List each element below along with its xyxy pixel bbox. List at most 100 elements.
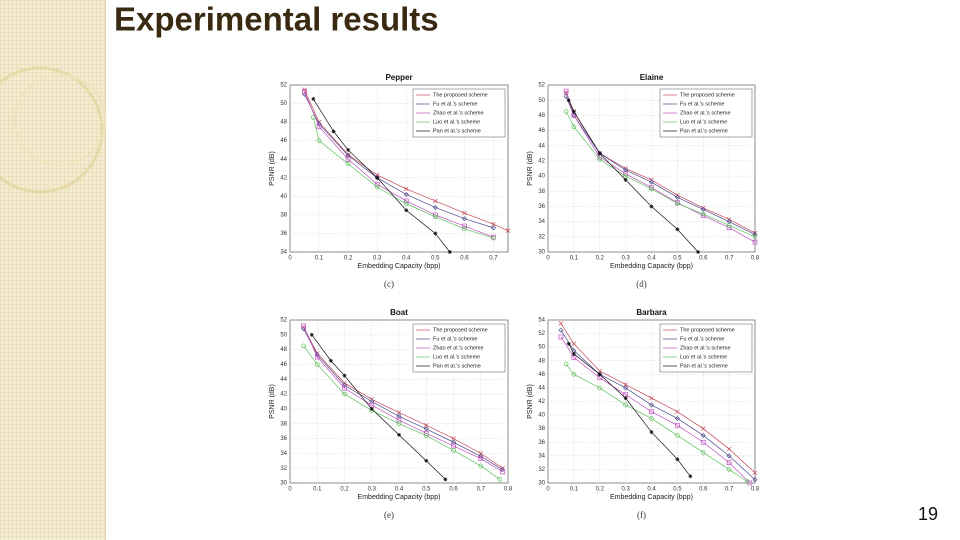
- marker: [726, 467, 732, 472]
- marker: [700, 450, 706, 455]
- y-tick-label: 46: [538, 372, 545, 378]
- marker: [432, 214, 438, 220]
- marker: [462, 223, 467, 229]
- marker: [597, 372, 602, 377]
- y-tick-label: 36: [538, 440, 545, 446]
- marker: [649, 430, 654, 435]
- y-tick-label: 52: [280, 318, 287, 324]
- marker: [447, 250, 452, 254]
- chart-title: Pepper: [385, 73, 412, 82]
- marker: [309, 332, 314, 337]
- marker: [433, 231, 438, 236]
- series-line: [565, 363, 748, 482]
- marker: [563, 361, 569, 367]
- series-line: [304, 91, 494, 238]
- marker: [649, 416, 654, 421]
- y-tick-label: 42: [538, 158, 545, 164]
- marker: [649, 186, 654, 192]
- legend-label: The proposed scheme: [680, 92, 735, 98]
- marker: [397, 432, 401, 437]
- x-tick-label: 0.3: [621, 256, 630, 262]
- marker: [674, 194, 680, 200]
- y-tick-label: 38: [280, 212, 287, 218]
- x-tick-label: 0.1: [570, 487, 579, 493]
- marker: [478, 451, 483, 456]
- marker: [563, 109, 569, 114]
- series-line: [565, 96, 756, 235]
- marker: [490, 225, 496, 231]
- marker: [301, 343, 306, 349]
- series-line: [304, 94, 494, 229]
- y-tick-label: 36: [280, 231, 287, 237]
- x-tick-label: 0.4: [395, 487, 404, 493]
- y-tick-label: 40: [538, 413, 545, 419]
- y-tick-label: 30: [538, 250, 545, 256]
- x-tick-label: 0.1: [313, 487, 322, 493]
- x-tick-label: 0.6: [699, 487, 708, 493]
- x-tick-label: 0.2: [596, 256, 605, 262]
- series-line: [303, 325, 503, 473]
- x-tick-label: 0.3: [621, 487, 630, 493]
- marker: [623, 385, 629, 391]
- marker: [342, 382, 347, 388]
- y-tick-label: 50: [280, 332, 287, 338]
- y-tick-label: 42: [538, 399, 545, 405]
- marker: [374, 184, 380, 190]
- y-axis-label: PSNR (dB): [269, 151, 276, 186]
- marker: [623, 402, 628, 408]
- y-tick-label: 38: [280, 421, 287, 427]
- page-number: 19: [918, 504, 938, 524]
- caption: (d): [636, 279, 647, 289]
- y-tick-label: 34: [280, 250, 287, 256]
- marker: [726, 223, 732, 228]
- y-tick-label: 44: [538, 143, 545, 149]
- marker: [726, 453, 732, 459]
- chart-title: Elaine: [640, 73, 664, 82]
- chart-title: Barbara: [636, 308, 667, 317]
- marker: [500, 465, 505, 471]
- marker: [701, 426, 706, 431]
- marker: [301, 323, 306, 329]
- slide-title: Experimental results: [114, 1, 439, 38]
- x-axis-label: Embedding Capacity (bpp): [358, 494, 441, 501]
- legend-label: Fu et al.'s scheme: [433, 336, 477, 342]
- marker: [571, 109, 576, 114]
- marker: [461, 216, 467, 222]
- x-axis-label: Embedding Capacity (bpp): [610, 263, 693, 270]
- y-tick-label: 46: [280, 138, 287, 144]
- marker: [451, 443, 456, 449]
- y-tick-label: 52: [538, 83, 545, 89]
- marker: [726, 460, 732, 465]
- legend-label: Zhao et al.'s scheme: [433, 345, 484, 351]
- marker: [571, 124, 577, 130]
- x-tick-label: 0.2: [596, 487, 605, 493]
- x-tick-label: 0.5: [673, 487, 682, 493]
- x-tick-label: 0.8: [751, 487, 760, 493]
- marker: [649, 409, 654, 415]
- marker: [558, 334, 564, 340]
- x-tick-label: 0.4: [647, 487, 656, 493]
- marker: [302, 89, 307, 94]
- marker: [688, 474, 693, 479]
- marker: [403, 198, 409, 204]
- legend-label: Fu et al.'s scheme: [433, 101, 477, 107]
- chart-title: Boat: [390, 308, 408, 317]
- marker: [696, 250, 701, 254]
- marker: [451, 448, 456, 453]
- x-tick-label: 0: [546, 256, 550, 262]
- marker: [700, 213, 706, 218]
- marker: [649, 185, 654, 190]
- y-tick-label: 46: [280, 362, 287, 368]
- series-line: [560, 336, 751, 484]
- decor-ring: [0, 66, 104, 194]
- x-axis-label: Embedding Capacity (bpp): [610, 494, 693, 501]
- marker: [423, 433, 429, 438]
- marker: [700, 211, 706, 217]
- marker: [649, 204, 654, 209]
- x-tick-label: 0.4: [647, 256, 656, 262]
- marker: [346, 147, 351, 152]
- marker: [331, 129, 336, 134]
- marker: [424, 422, 429, 428]
- marker: [396, 421, 402, 427]
